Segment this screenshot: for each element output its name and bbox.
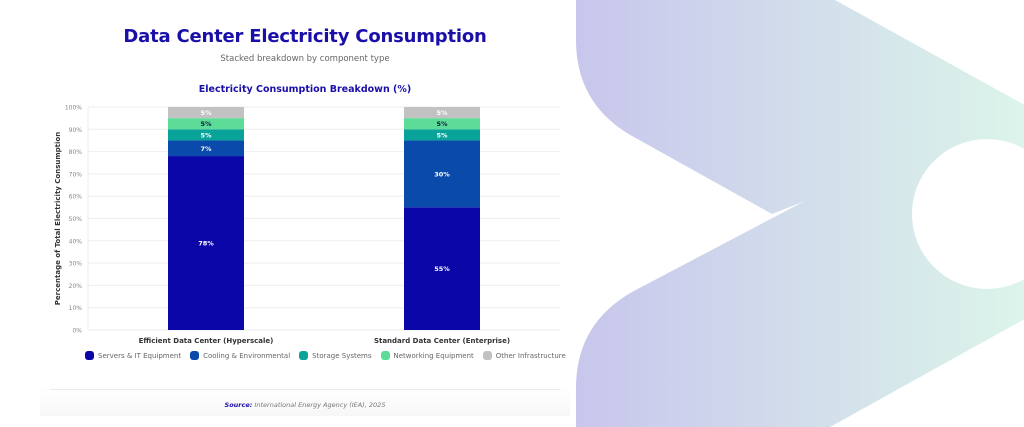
legend-item[interactable]: Cooling & Environmental <box>190 351 290 360</box>
bar-segment <box>168 129 244 141</box>
bar-segment <box>168 156 244 330</box>
chart-legend: Servers & IT Equipment Cooling & Environm… <box>85 351 566 360</box>
y-tick-label: 70% <box>69 171 83 178</box>
data-label: 5% <box>436 120 448 128</box>
page-title: Data Center Electricity Consumption <box>123 26 487 47</box>
page-subtitle: Stacked breakdown by component type <box>220 54 390 64</box>
decoration-upper-chevron <box>576 0 1024 214</box>
chart-title: Electricity Consumption Breakdown (%) <box>198 84 412 95</box>
source-note: Source: International Energy Agency (IEA… <box>40 401 570 409</box>
y-tick-label: 60% <box>69 194 83 201</box>
chart-card <box>40 0 570 416</box>
bar-segment <box>168 140 244 157</box>
data-label: 55% <box>434 265 450 273</box>
legend-item[interactable]: Storage Systems <box>299 351 372 360</box>
bar-segment <box>404 107 480 119</box>
y-tick-label: 90% <box>69 127 83 134</box>
data-label: 7% <box>200 145 212 153</box>
legend-item[interactable]: Other Infrastructure <box>482 351 566 360</box>
stacked-bar-chart: 0% 10% 20% 30% 40% 50% 60% 70% 80% 90% 100% Percent… <box>54 105 560 345</box>
y-tick-label: 30% <box>69 261 83 268</box>
source-label: Source: <box>224 401 253 409</box>
y-tick-label: 50% <box>69 216 83 223</box>
y-tick-label: 10% <box>69 305 83 312</box>
y-axis-title: Percentage of Total Electricity Consumpt… <box>54 132 62 305</box>
x-tick-label: Efficient Data Center (Hyperscale) <box>139 337 274 345</box>
legend-item[interactable]: Servers & IT Equipment <box>85 351 181 360</box>
bar-segment <box>168 107 244 119</box>
y-tick-label: 20% <box>69 283 83 290</box>
y-tick-label: 0% <box>72 328 82 335</box>
data-label: 78% <box>198 240 214 248</box>
x-tick-label: Standard Data Center (Enterprise) <box>374 337 510 345</box>
y-tick-label: 40% <box>69 238 83 245</box>
y-tick-label: 80% <box>69 149 83 156</box>
data-label: 5% <box>436 109 448 117</box>
legend-label: Servers & IT Equipment <box>98 351 182 360</box>
bar-segment <box>404 129 480 141</box>
decoration-lower-chevron <box>576 104 1024 427</box>
data-label: 30% <box>434 170 450 178</box>
legend-swatch <box>190 351 200 360</box>
bar-segment <box>404 207 480 330</box>
footer-divider <box>50 389 560 390</box>
legend-swatch <box>299 351 309 360</box>
legend-swatch <box>85 351 94 360</box>
legend-label: Networking Equipment <box>393 351 474 360</box>
legend-label: Storage Systems <box>312 351 372 360</box>
legend-item[interactable]: Networking Equipment <box>380 351 474 360</box>
bar-segment <box>404 118 480 130</box>
bar-segment <box>404 140 480 208</box>
legend-swatch <box>380 351 390 360</box>
legend-swatch <box>482 351 492 360</box>
data-label: 5% <box>200 120 212 128</box>
data-label: 5% <box>200 131 212 139</box>
legend-label: Cooling & Environmental <box>203 351 291 360</box>
bar-segment <box>168 118 244 130</box>
y-tick-label: 100% <box>65 105 82 112</box>
source-text: International Energy Agency (IEA), 2025 <box>254 401 386 409</box>
data-label: 5% <box>436 131 448 139</box>
legend-label: Other Infrastructure <box>495 351 566 360</box>
data-label: 5% <box>200 109 212 117</box>
decoration-circle-cutout <box>912 139 1024 289</box>
